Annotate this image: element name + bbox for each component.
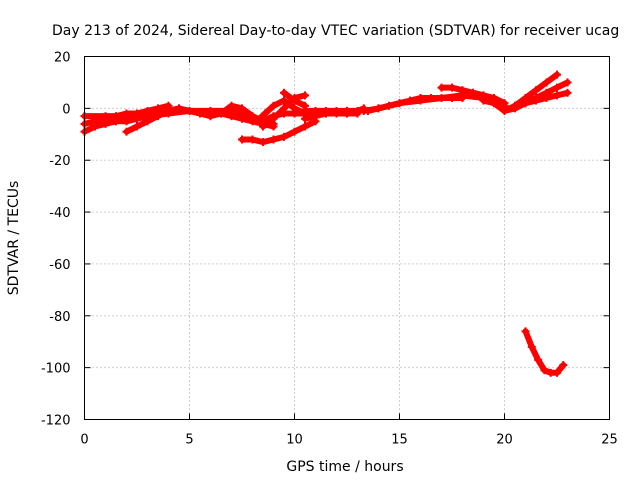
ticks-layer: 0 5 10 15 20 25 20 0 -20 -40 -60 -80 -100 -120 [41, 51, 618, 448]
y-tick-label: -40 [49, 206, 70, 221]
data-point [301, 114, 309, 123]
data-point [553, 83, 561, 92]
data-point [301, 101, 309, 110]
data-point [196, 109, 204, 118]
data-point [500, 106, 509, 115]
data-point [269, 101, 278, 110]
data-point [527, 342, 536, 351]
data-point [479, 96, 488, 105]
x-tick-label: 5 [185, 433, 193, 448]
data-point [164, 106, 173, 115]
data-point [238, 109, 246, 118]
plot-frame [84, 56, 610, 420]
data-point [553, 368, 561, 377]
y-tick-label: 20 [54, 51, 71, 66]
data-point [553, 91, 561, 100]
data-point [553, 70, 561, 79]
data-point [532, 86, 540, 95]
data-point [437, 93, 446, 102]
data-point [91, 122, 99, 131]
y-tick-label: 0 [62, 102, 70, 117]
x-tick-label: 10 [286, 433, 303, 448]
data-point [280, 96, 288, 105]
data-point [143, 117, 152, 126]
data-point [521, 99, 530, 108]
x-axis-label: GPS time / hours [286, 459, 403, 475]
data-point [416, 96, 425, 105]
data-point [437, 83, 446, 92]
data-point [542, 93, 551, 102]
data-point [290, 127, 299, 136]
data-point [259, 122, 267, 131]
data-point [542, 78, 551, 87]
x-tick-label: 20 [496, 433, 513, 448]
data-point [458, 91, 467, 100]
data-point [559, 361, 568, 370]
chart-title: Day 213 of 2024, Sidereal Day-to-day VTE… [52, 23, 619, 39]
data-point [269, 114, 278, 123]
data-point [290, 96, 299, 105]
data-point [290, 109, 299, 118]
y-tick-label: -80 [49, 310, 70, 325]
data-point [269, 135, 278, 144]
data-point [280, 132, 288, 141]
data-point [521, 327, 530, 336]
data-point [252, 117, 261, 126]
data-point [122, 127, 131, 136]
data-point [133, 122, 141, 131]
data-point [101, 112, 110, 121]
data-point [353, 109, 362, 118]
data-point [101, 119, 110, 128]
data-point [261, 109, 270, 118]
data-point [217, 109, 225, 118]
series-layer [80, 70, 572, 377]
data-point [563, 78, 572, 87]
data-point [238, 135, 246, 144]
data-point [448, 83, 456, 92]
data-point [364, 106, 372, 115]
x-tick-label: 25 [601, 433, 618, 448]
y-tick-label: -120 [41, 414, 71, 429]
data-point [175, 104, 183, 113]
data-point [490, 99, 498, 108]
data-point [374, 104, 383, 113]
y-tick-label: -100 [41, 362, 71, 377]
data-point [227, 106, 236, 115]
data-point [280, 109, 288, 118]
data-point [534, 355, 543, 364]
data-point [280, 88, 288, 97]
x-tick-label: 15 [391, 433, 408, 448]
data-point [206, 112, 215, 121]
data-point [332, 109, 341, 118]
data-point [259, 138, 267, 147]
data-point [122, 112, 131, 121]
data-point [248, 135, 257, 144]
data-point [301, 122, 309, 131]
data-point [563, 88, 572, 97]
data-point [500, 99, 509, 108]
series-track-p [365, 92, 497, 114]
data-point [532, 96, 540, 105]
data-point [301, 91, 309, 100]
data-point [395, 99, 404, 108]
y-axis-label: SDTVAR / TECUs [6, 181, 22, 296]
data-point [185, 106, 194, 115]
data-point [469, 88, 477, 97]
y-tick-label: -20 [49, 154, 70, 169]
data-point [311, 112, 320, 121]
data-point [322, 109, 330, 118]
y-tick-label: -60 [49, 258, 70, 273]
data-point [154, 112, 162, 121]
data-point [540, 366, 549, 375]
x-tick-label: 0 [80, 433, 88, 448]
data-point [343, 109, 351, 118]
data-point [511, 101, 519, 110]
